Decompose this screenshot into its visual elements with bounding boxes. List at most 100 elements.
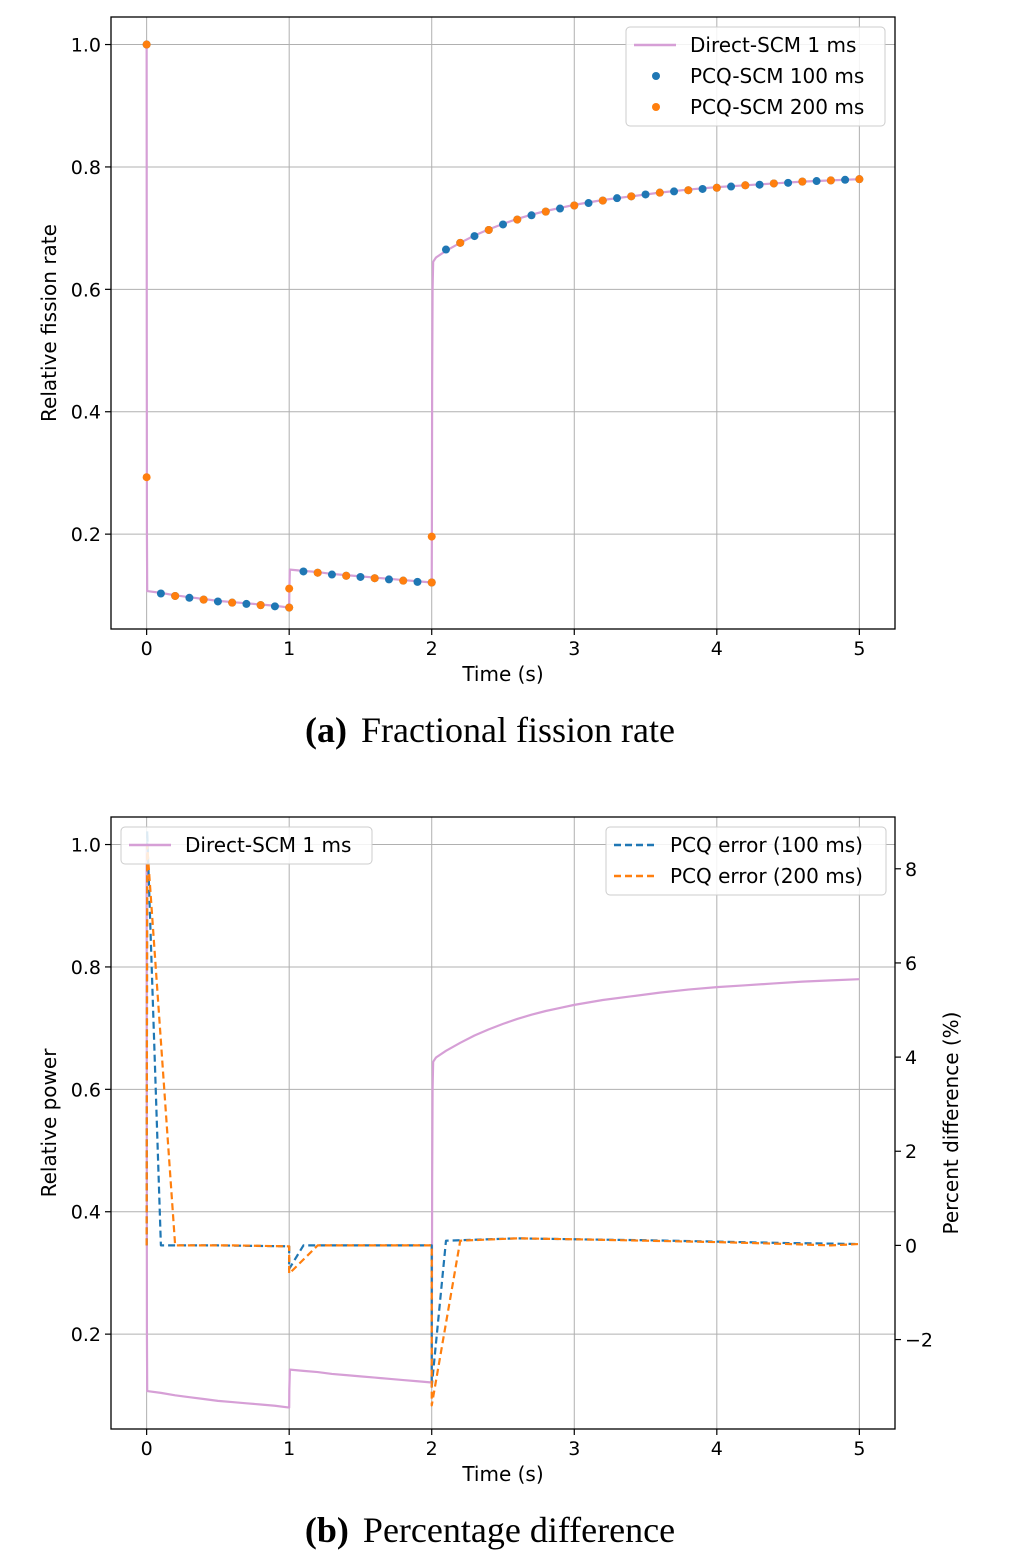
x-tick-label: 1 — [283, 638, 295, 660]
y2-tick-label: 8 — [905, 859, 917, 881]
data-point — [841, 175, 850, 184]
data-point — [712, 183, 721, 192]
data-point — [142, 40, 151, 49]
data-point — [670, 187, 679, 196]
data-point — [427, 578, 436, 587]
data-point — [798, 177, 807, 186]
data-point — [142, 473, 151, 482]
figure-caption: (b) Percentage difference — [305, 1510, 675, 1550]
data-point — [228, 598, 237, 607]
data-point — [826, 176, 835, 185]
x-tick-label: 5 — [853, 1438, 865, 1460]
data-point — [570, 201, 579, 210]
y2-tick-label: 2 — [905, 1141, 917, 1163]
data-point — [613, 194, 622, 203]
x-axis-label: Time (s) — [461, 662, 543, 686]
legend-label: Direct-SCM 1 ms — [690, 33, 856, 57]
x-tick-label: 4 — [711, 1438, 723, 1460]
caption-label: (b) — [305, 1510, 349, 1550]
data-point — [456, 238, 465, 247]
y-tick-label: 0.4 — [71, 1202, 101, 1224]
data-point — [384, 575, 393, 584]
data-point — [598, 196, 607, 205]
chart-panel-b: 0 1 2 3 4 5 0.2 0.4 0.6 0.8 1.0 −2 0 2 4 6 8 Time (s) Rela… — [37, 816, 963, 1550]
data-point — [285, 603, 294, 612]
data-point — [413, 577, 422, 586]
data-point — [784, 178, 793, 187]
data-point — [499, 220, 507, 229]
y-axis-label: Relative power — [37, 1048, 61, 1198]
x-tick-label: 0 — [141, 638, 153, 660]
series-pcq-error-200-ms — [145, 844, 860, 1407]
y-tick-label: 0.8 — [71, 957, 101, 979]
legend-marker — [652, 103, 660, 111]
legend-box — [605, 826, 887, 896]
series-line — [145, 844, 860, 1409]
series-direct-scm-1-ms — [145, 844, 860, 1409]
x-tick-label: 0 — [141, 1438, 153, 1460]
y-tick-label: 0.4 — [71, 402, 101, 424]
data-point — [741, 181, 750, 190]
series-pcq-scm-200-ms — [142, 40, 864, 612]
grid-lines — [111, 817, 895, 1429]
data-point — [242, 599, 251, 608]
data-point — [470, 232, 479, 241]
axes-frame — [110, 816, 896, 1430]
data-point — [727, 182, 736, 191]
data-point — [299, 567, 308, 576]
y-tick-label: 0.6 — [71, 1079, 101, 1101]
x-tick-label: 4 — [711, 638, 723, 660]
chart-panel-a: 0 1 2 3 4 5 0.2 0.4 0.6 0.8 1.0 Time (s) Relative fi… — [37, 16, 896, 750]
plot-area — [145, 830, 860, 1409]
data-point — [270, 602, 279, 611]
y2-tick-label: 6 — [905, 953, 917, 975]
series-pcq-error-100-ms — [145, 830, 860, 1388]
data-point — [812, 177, 821, 186]
legend-label: PCQ error (200 ms) — [670, 864, 863, 888]
data-point — [556, 204, 565, 213]
y2-axis-ticks: −2 0 2 4 6 8 — [895, 859, 933, 1352]
data-point — [171, 591, 180, 600]
data-point — [327, 570, 336, 579]
series-line — [145, 44, 860, 609]
data-point — [684, 186, 693, 195]
data-point — [698, 184, 707, 193]
x-tick-label: 1 — [283, 1438, 295, 1460]
data-point — [641, 190, 650, 199]
figure-caption: (a) Fractional fission rate — [305, 710, 675, 750]
legend-box — [120, 826, 373, 865]
x-tick-label: 3 — [568, 1438, 580, 1460]
y-tick-label: 0.8 — [71, 157, 101, 179]
legend-label: PCQ error (100 ms) — [670, 833, 863, 857]
legend-label: PCQ-SCM 100 ms — [690, 64, 864, 88]
data-point — [441, 245, 450, 254]
data-point — [370, 574, 379, 583]
data-point — [285, 584, 294, 593]
data-point — [313, 568, 322, 577]
data-point — [427, 532, 436, 541]
x-axis-label: Time (s) — [461, 1462, 543, 1486]
y-axis-ticks: 0.2 0.4 0.6 0.8 1.0 — [71, 835, 111, 1346]
y-tick-label: 0.2 — [71, 524, 101, 546]
series-direct-scm-1-ms — [145, 44, 860, 609]
data-point — [156, 589, 165, 598]
caption-text: Percentage difference — [363, 1510, 675, 1550]
data-point — [399, 576, 408, 585]
series-line — [145, 844, 860, 1407]
series-line — [145, 830, 860, 1388]
data-point — [256, 601, 265, 610]
data-point — [356, 572, 365, 581]
legend-marker — [652, 72, 660, 80]
y2-axis-label: Percent difference (%) — [939, 1012, 963, 1235]
data-point — [655, 188, 664, 197]
data-point — [199, 595, 208, 604]
y-tick-label: 0.6 — [71, 279, 101, 301]
x-tick-label: 2 — [426, 638, 438, 660]
data-point — [755, 180, 764, 189]
legend: Direct-SCM 1 ms PCQ-SCM 100 ms PCQ-SCM 200… — [625, 26, 886, 127]
data-point — [484, 225, 493, 234]
caption-text: Fractional fission rate — [361, 710, 675, 750]
legend-right: PCQ error (100 ms) PCQ error (200 ms) — [605, 826, 887, 896]
y2-tick-label: −2 — [905, 1330, 933, 1352]
